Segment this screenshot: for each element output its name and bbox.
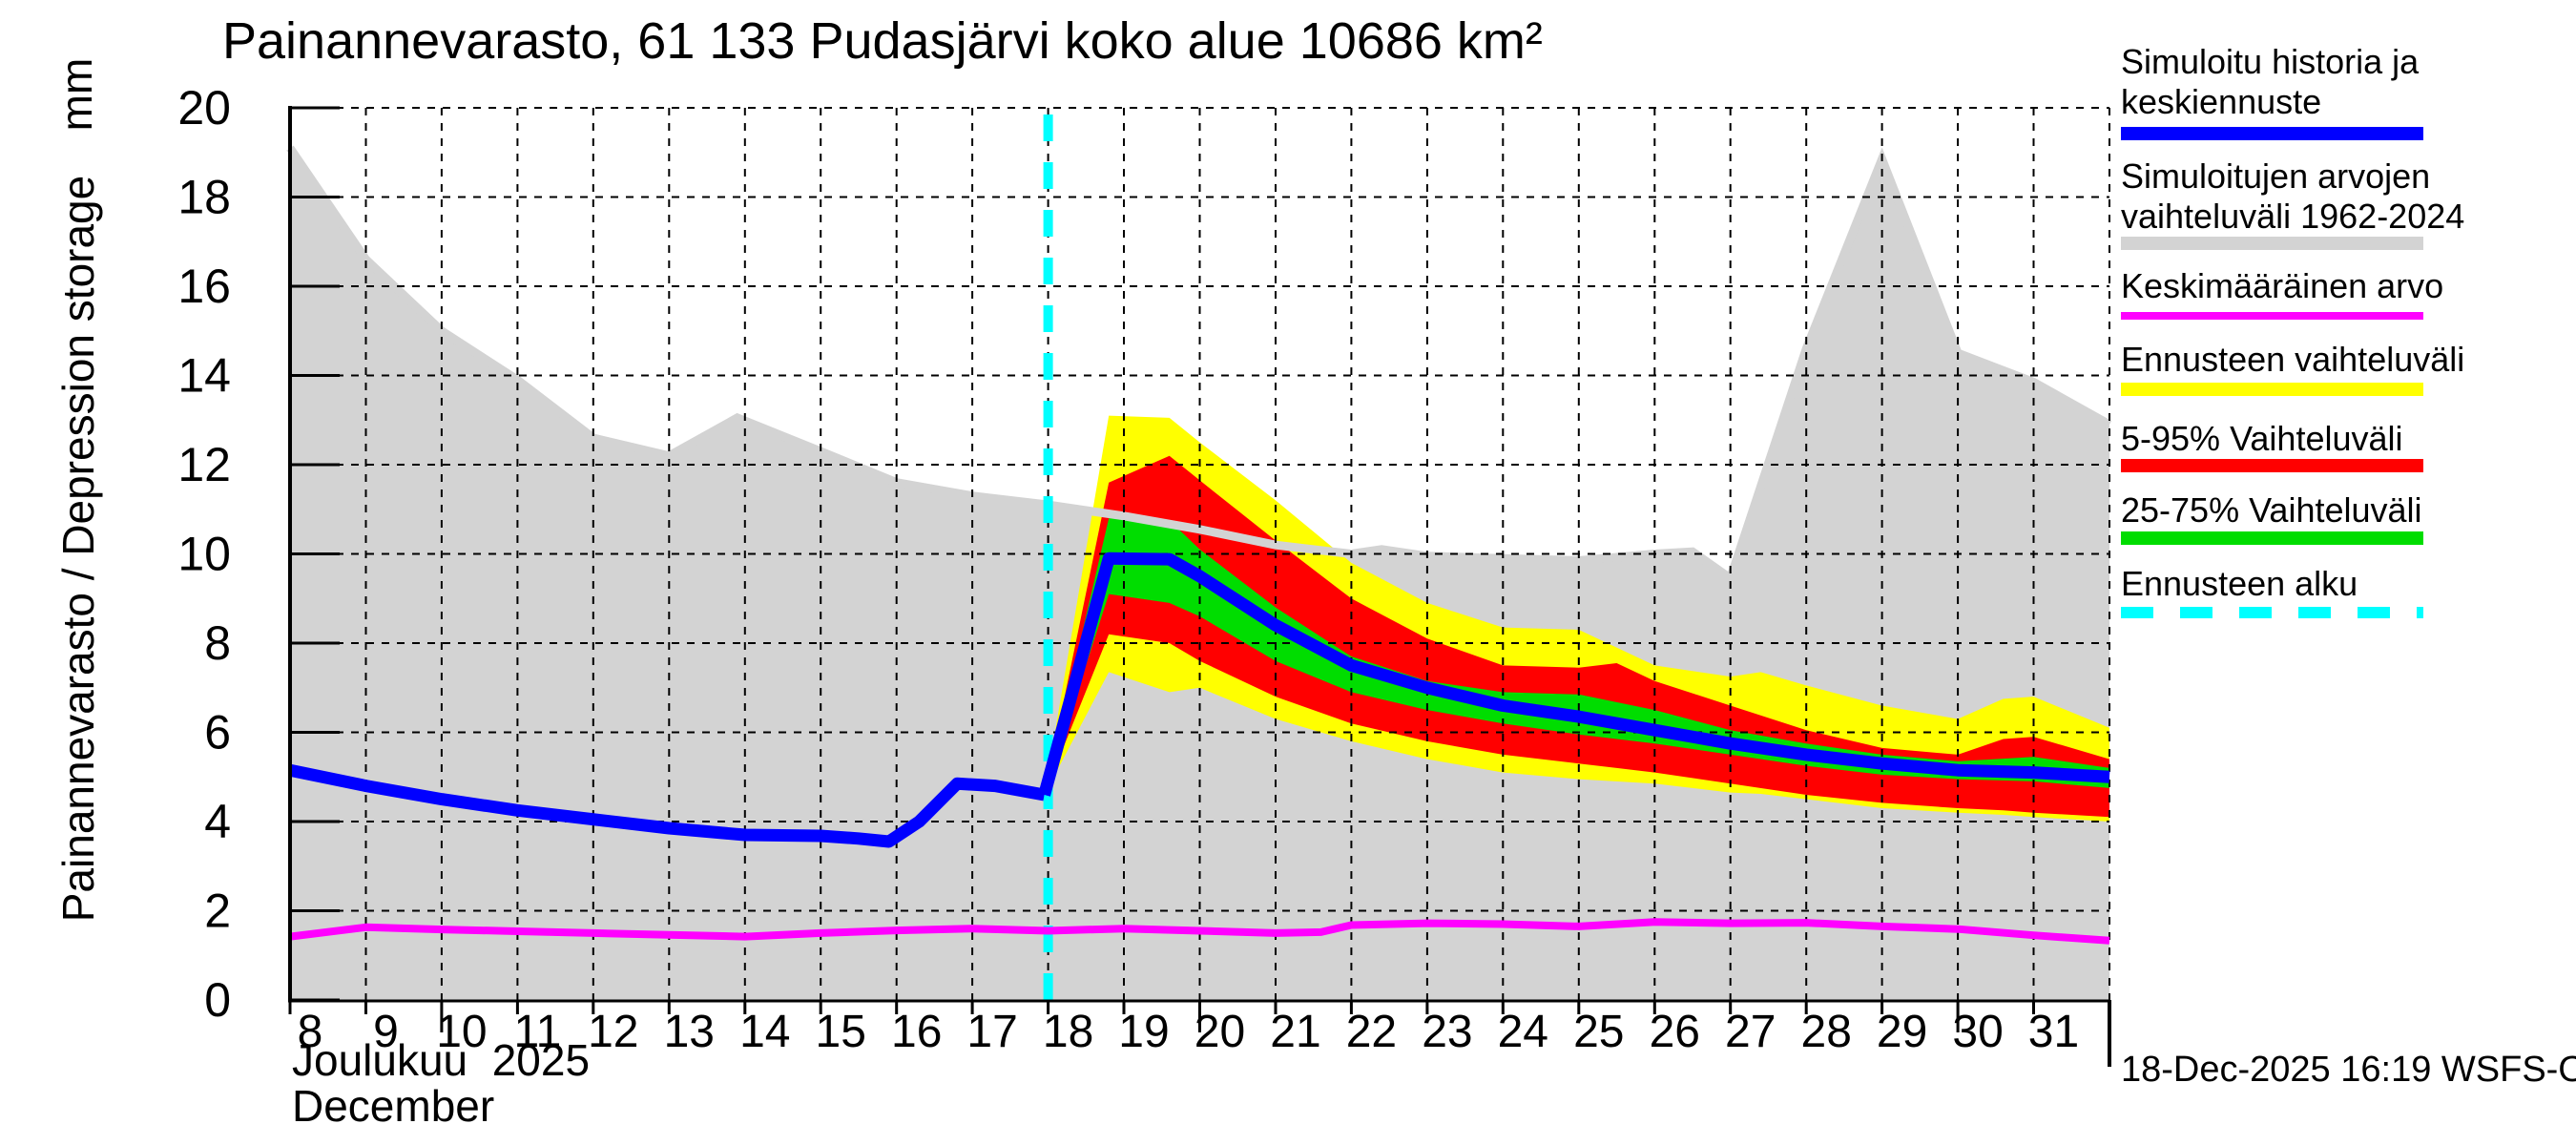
x-tick-label-23: 23 — [1422, 1007, 1472, 1057]
x-tick-label-24: 24 — [1498, 1007, 1548, 1057]
y-axis-label: Painannevarasto / Depression storage — [53, 175, 103, 923]
x-tick-label-18: 18 — [1043, 1007, 1093, 1057]
sim-range-upper-edge — [286, 145, 2112, 586]
x-tick-label-19: 19 — [1118, 1007, 1169, 1057]
history-line — [288, 763, 1046, 848]
y-tick-label-2: 2 — [204, 885, 231, 938]
y-tick-label-16: 16 — [177, 260, 231, 313]
y-tick-label-12: 12 — [177, 438, 231, 491]
x-tick-label-27: 27 — [1725, 1007, 1776, 1057]
x-tick-label-9: 9 — [373, 1007, 399, 1057]
x-tick-label-22: 22 — [1346, 1007, 1397, 1057]
x-tick-label-14: 14 — [739, 1007, 790, 1057]
x-tick-label-8: 8 — [298, 1007, 323, 1057]
legend-label-forecast-range: Ennusteen vaihteluväli — [2121, 340, 2465, 379]
x-tick-label-13: 13 — [664, 1007, 715, 1057]
x-tick-label-12: 12 — [588, 1007, 638, 1057]
y-tick-label-6: 6 — [204, 706, 231, 760]
x-tick-label-16: 16 — [891, 1007, 942, 1057]
chart-title: Painannevarasto, 61 133 Pudasjärvi koko … — [222, 12, 1543, 70]
legend-swatch-sim-range-bar — [2121, 237, 2423, 250]
x-tick-label-15: 15 — [816, 1007, 866, 1057]
y-tick-label-18: 18 — [177, 171, 231, 224]
y-tick-label-14: 14 — [177, 349, 231, 403]
legend-swatch-forecast-start-dashes — [2121, 607, 2423, 618]
legend-label-history: Simuloitu historia ja keskiennuste — [2121, 42, 2420, 121]
mean-line — [289, 918, 2110, 945]
legend-swatch-mean-line — [2121, 312, 2423, 320]
x-tick-label-25: 25 — [1573, 1007, 1624, 1057]
x-tick-label-21: 21 — [1270, 1007, 1320, 1057]
x-tick-label-30: 30 — [1952, 1007, 2003, 1057]
y-tick-label-4: 4 — [204, 795, 231, 848]
x-tick-label-17: 17 — [966, 1007, 1017, 1057]
x-axis-month-english: December — [292, 1081, 495, 1131]
x-tick-label-11: 11 — [513, 1007, 561, 1057]
legend-swatch-5-95-bar — [2121, 459, 2423, 472]
y-tick-label-8: 8 — [204, 616, 231, 670]
x-tick-label-26: 26 — [1650, 1007, 1700, 1057]
legend-label-sim-range: Simuloitujen arvojen vaihteluväli 1962-2… — [2121, 156, 2465, 236]
legend-swatch-25-75-bar — [2121, 531, 2423, 545]
x-axis-month-finnish: Joulukuu 2025 — [292, 1035, 591, 1085]
legend-swatch-history-bar — [2121, 127, 2423, 140]
legend-swatch-forecast-range-bar — [2121, 383, 2423, 396]
x-tick-label-29: 29 — [1877, 1007, 1927, 1057]
x-tick-label-10: 10 — [436, 1007, 487, 1057]
legend-label-mean: Keskimääräinen arvo — [2121, 266, 2444, 305]
timestamp: 18-Dec-2025 16:19 WSFS-O — [2121, 1050, 2576, 1090]
y-tick-label-20: 20 — [177, 81, 231, 135]
y-tick-label-0: 0 — [204, 973, 231, 1027]
x-tick-label-20: 20 — [1195, 1007, 1245, 1057]
x-tick-label-28: 28 — [1801, 1007, 1852, 1057]
forecast-median-line — [1038, 552, 2110, 797]
forecast-range-area — [1044, 415, 2109, 822]
y-tick-label-10: 10 — [177, 528, 231, 581]
legend-label-forecast-start: Ennusteen alku — [2121, 564, 2358, 603]
x-tick-label-31: 31 — [2028, 1007, 2079, 1057]
legend-label-5-95: 5-95% Vaihteluväli — [2121, 419, 2403, 458]
legend-label-25-75: 25-75% Vaihteluväli — [2121, 490, 2422, 530]
